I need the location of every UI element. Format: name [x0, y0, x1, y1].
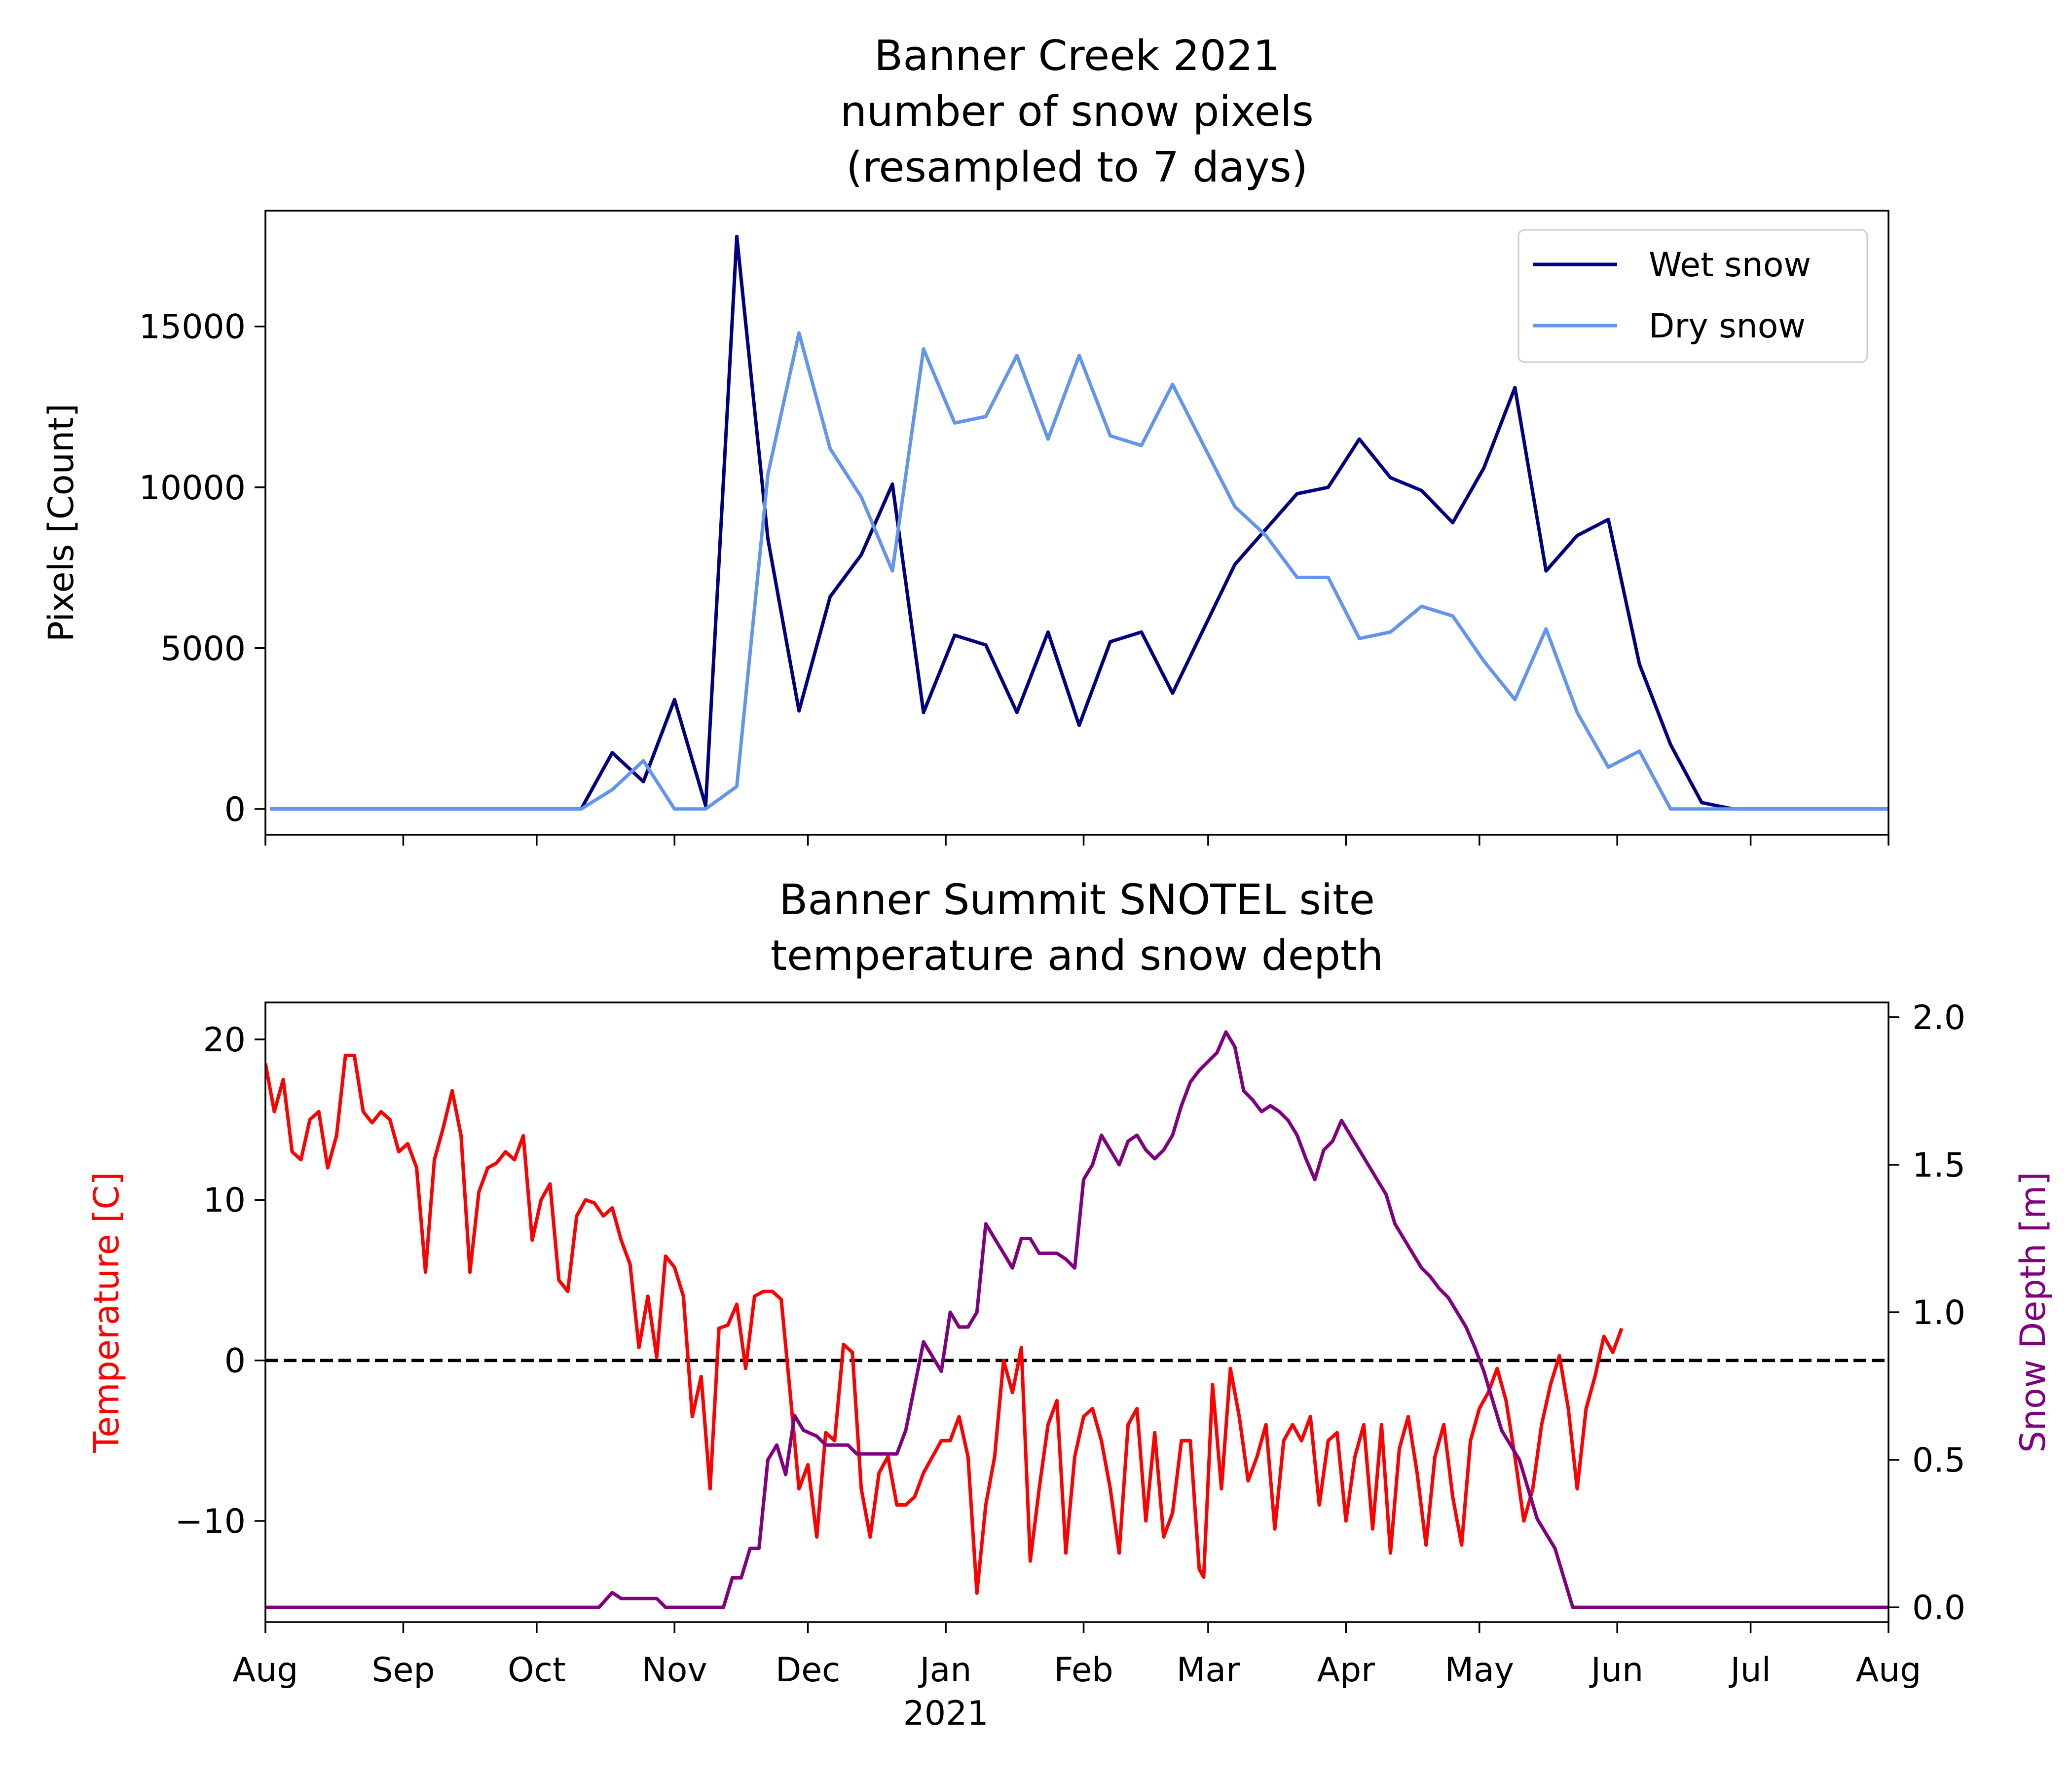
left-y-axis-label: Temperature [C]: [86, 1172, 127, 1453]
x-tick-label: Oct: [508, 1651, 566, 1690]
legend-label: Dry snow: [1649, 307, 1806, 346]
top-chart-title-line-0: Banner Creek 2021: [874, 32, 1280, 80]
x-tick-label: Sep: [371, 1651, 435, 1690]
x-tick-label: Dec: [776, 1651, 841, 1690]
left-y-tick-label: −10: [175, 1502, 246, 1541]
x-tick-label: Feb: [1054, 1651, 1113, 1690]
top-panel: Banner Creek 2021 number of snow pixels (r…: [41, 32, 1889, 846]
top-chart-title-line-2: (resampled to 7 days): [846, 143, 1308, 192]
series-line-dry-snow: [270, 331, 1888, 811]
x-tick-label: Jul: [1729, 1651, 1771, 1690]
top-plot-frame: [264, 210, 1889, 836]
bottom-chart-title-line-0: Banner Summit SNOTEL site: [779, 876, 1375, 925]
top-y-tick-label: 0: [224, 790, 246, 829]
right-y-tick-label: 0.0: [1912, 1589, 1965, 1628]
right-y-tick-label: 0.5: [1912, 1441, 1965, 1480]
left-y-tick-label: 0: [224, 1342, 246, 1381]
left-y-tick-label: 20: [203, 1021, 246, 1060]
legend: Wet snow Dry snow: [1517, 229, 1868, 363]
series-line-temperature: [265, 1053, 1624, 1595]
legend-label: Wet snow: [1649, 246, 1811, 285]
bottom-plot-area: [265, 1030, 1888, 1609]
x-tick-label: Mar: [1177, 1651, 1240, 1690]
top-y-axis-label: Pixels [Count]: [41, 404, 81, 642]
top-y-tick-label: 10000: [139, 469, 246, 508]
bottom-plot-frame: [264, 1001, 1889, 1623]
x-tick-label: Apr: [1317, 1651, 1375, 1690]
x-tick-label: May: [1444, 1651, 1514, 1690]
x-tick-label: Aug: [233, 1651, 298, 1690]
x-tick-label: Jun: [1589, 1651, 1643, 1690]
top-chart-title-line-1: number of snow pixels: [840, 87, 1314, 136]
x-tick-label: Aug: [1856, 1651, 1922, 1690]
right-y-tick-label: 2.0: [1912, 999, 1965, 1037]
left-y-tick-label: 10: [203, 1181, 246, 1220]
top-y-tick-label: 15000: [139, 308, 246, 347]
bottom-panel: Banner Summit SNOTEL site temperature and…: [86, 876, 2053, 1733]
series-line-snow-depth: [265, 1030, 1888, 1609]
bottom-chart-title-line-1: temperature and snow depth: [771, 931, 1383, 980]
right-y-tick-label: 1.0: [1912, 1294, 1965, 1332]
x-tick-label: Jan: [918, 1651, 972, 1690]
x-tick-label: Nov: [642, 1651, 707, 1690]
right-y-axis-label: Snow Depth [m]: [2013, 1172, 2053, 1452]
top-y-tick-label: 5000: [160, 629, 246, 668]
right-y-tick-label: 1.5: [1912, 1146, 1965, 1185]
x-year-label: 2021: [903, 1694, 989, 1733]
